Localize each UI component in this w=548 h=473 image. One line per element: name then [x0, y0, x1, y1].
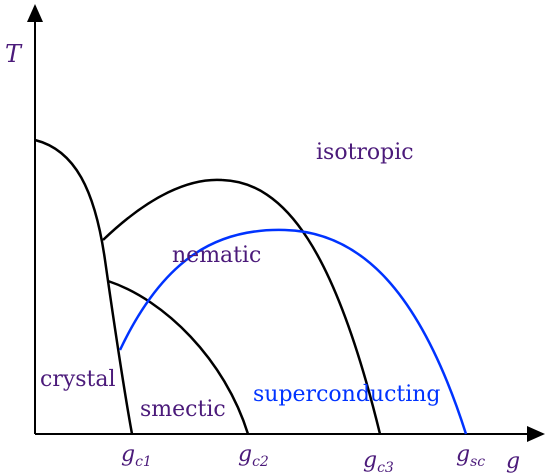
superconducting-boundary — [118, 228, 468, 435]
nematic-isotropic-boundary — [102, 178, 382, 435]
tick-label-gc3: gc3 — [363, 448, 394, 473]
smectic-label: smectic — [140, 397, 226, 422]
tick-label-gc2: gc2 — [238, 442, 269, 470]
isotropic-label: isotropic — [316, 140, 414, 165]
nematic-label: nematic — [172, 243, 261, 268]
tick-label-gsc: gsc — [456, 442, 485, 470]
crystal-boundary — [34, 138, 134, 435]
y-axis-label: T — [5, 40, 23, 68]
x-axis-label: g — [506, 449, 520, 473]
superconducting-label: superconducting — [253, 382, 441, 407]
smectic-boundary — [107, 279, 250, 435]
crystal-label: crystal — [40, 367, 116, 392]
tick-label-gc1: gc1 — [121, 442, 152, 470]
